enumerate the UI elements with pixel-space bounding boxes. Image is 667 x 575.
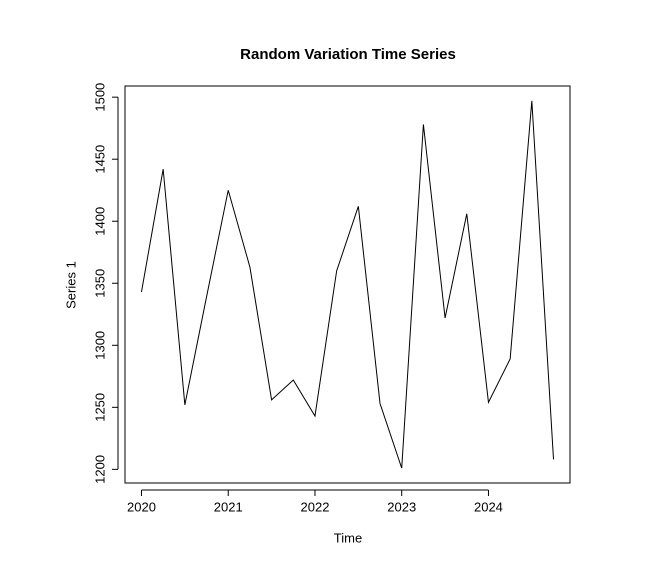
y-tick-label: 1400 bbox=[92, 207, 107, 236]
y-axis-title: Series 1 bbox=[63, 261, 78, 309]
plot-frame bbox=[124, 85, 571, 484]
y-tick-label: 1300 bbox=[92, 331, 107, 360]
x-tick-label: 2020 bbox=[127, 499, 156, 514]
x-tick-label: 2024 bbox=[474, 499, 503, 514]
x-axis-title: Time bbox=[334, 530, 362, 545]
y-tick-label: 1350 bbox=[92, 269, 107, 298]
y-tick-label: 1500 bbox=[92, 83, 107, 112]
series-line bbox=[140, 100, 555, 469]
x-tick-label: 2022 bbox=[301, 499, 330, 514]
x-tick-label: 2023 bbox=[387, 499, 416, 514]
y-tick-label: 1250 bbox=[92, 393, 107, 422]
x-tick-label: 2021 bbox=[214, 499, 243, 514]
y-tick-label: 1450 bbox=[92, 145, 107, 174]
y-tick-label: 1200 bbox=[92, 455, 107, 484]
chart-title: Random Variation Time Series bbox=[240, 46, 456, 63]
